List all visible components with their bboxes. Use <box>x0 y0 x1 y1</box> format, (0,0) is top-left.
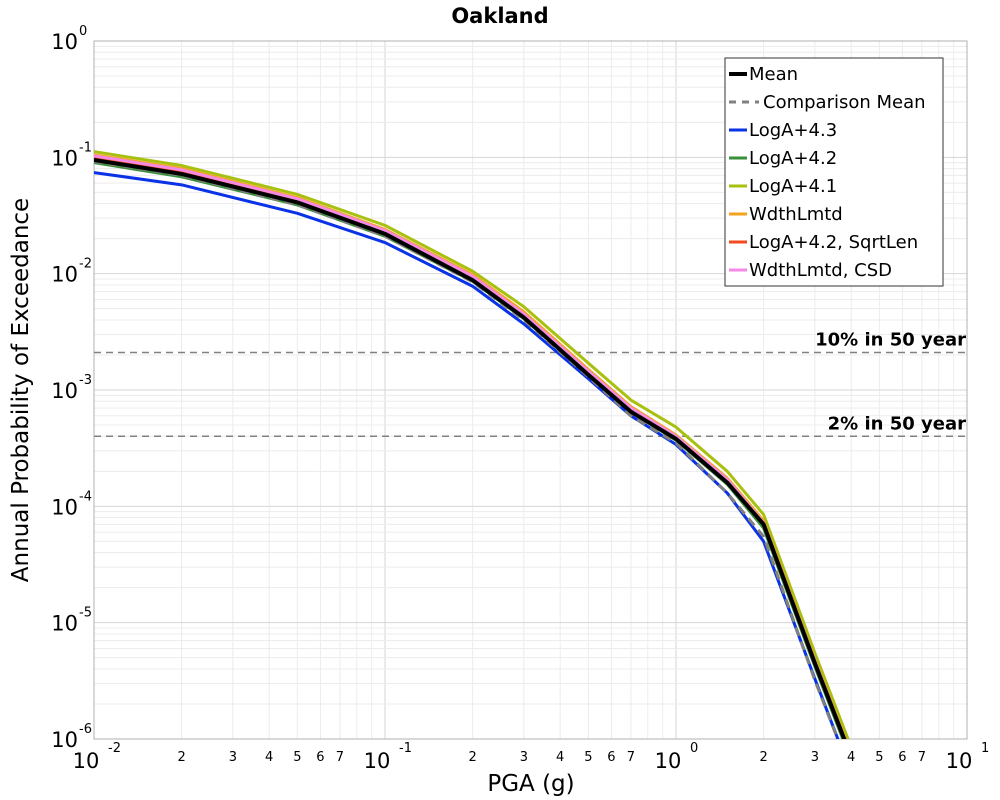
x-axis-label: PGA (g) <box>487 771 574 797</box>
reference-lines: 10% in 50 year 2% in 50 year <box>94 330 967 438</box>
legend: Mean Comparison Mean LogA+4.3 LogA+4.2 LogA+… <box>724 57 944 287</box>
y-tick-exponent: -4 <box>79 489 92 504</box>
y-axis-label: Annual Probability of Exceedance <box>8 198 34 582</box>
reference-line-label: 10% in 50 year <box>815 330 966 351</box>
y-tick-label: 10 <box>51 263 78 287</box>
y-tick-exponent: -5 <box>79 606 92 621</box>
legend-item-label: Mean <box>749 64 798 85</box>
x-minor-tick-label: 7 <box>336 750 344 765</box>
x-minor-tick-label: 6 <box>607 750 615 765</box>
x-minor-tick-label: 2 <box>759 750 767 765</box>
x-tick-exponent: -2 <box>108 741 121 756</box>
reference-line-label: 2% in 50 year <box>828 413 966 434</box>
x-minor-tick-label: 3 <box>811 750 819 765</box>
x-minor-tick-label: 3 <box>229 750 237 765</box>
x-minor-tick-label: 7 <box>918 750 926 765</box>
legend-box <box>724 57 944 287</box>
y-tick-exponent: 0 <box>79 24 87 39</box>
y-tick-label: 10 <box>51 379 78 403</box>
x-tick-exponent: 1 <box>981 741 989 756</box>
x-tick-label: 10 <box>946 749 973 773</box>
series-line-loga-4-1 <box>94 150 850 739</box>
legend-item-label: Comparison Mean <box>763 92 926 113</box>
x-minor-tick-label: 5 <box>293 750 301 765</box>
series-line-comparison-mean <box>94 160 840 739</box>
y-tick-label: 10 <box>51 146 78 170</box>
legend-item-label: LogA+4.3 <box>749 120 837 141</box>
y-tick-exponent: -2 <box>79 257 92 272</box>
x-minor-tick-label: 4 <box>556 750 564 765</box>
legend-item-label: WdthLmtd, CSD <box>749 260 892 281</box>
series-lines <box>94 150 850 739</box>
y-tick-exponent: -3 <box>79 373 92 388</box>
x-minor-tick-label: 7 <box>627 750 635 765</box>
x-tick-label: 10 <box>73 749 100 773</box>
y-tick-exponent: -6 <box>79 722 92 737</box>
x-minor-tick-label: 2 <box>177 750 185 765</box>
x-tick-exponent: 0 <box>690 741 698 756</box>
y-tick-label: 10 <box>51 495 78 519</box>
x-minor-tick-label: 5 <box>584 750 592 765</box>
x-tick-label: 10 <box>364 749 391 773</box>
y-tick-label: 10 <box>51 728 78 752</box>
x-tick-label: 10 <box>655 749 682 773</box>
x-minor-tick-label: 5 <box>875 750 883 765</box>
x-minor-tick-label: 6 <box>898 750 906 765</box>
y-tick-label: 10 <box>51 30 78 54</box>
x-minor-tick-label: 3 <box>520 750 528 765</box>
grid-lines <box>93 41 967 740</box>
y-tick-exponent: -1 <box>79 140 92 155</box>
y-tick-label: 10 <box>51 612 78 636</box>
series-line-mean <box>94 157 847 739</box>
x-minor-tick-label: 4 <box>847 750 855 765</box>
legend-item-label: LogA+4.1 <box>749 176 837 197</box>
chart-title: Oakland <box>451 4 548 28</box>
plot-frame <box>93 40 968 740</box>
legend-item-label: WdthLmtd <box>749 204 843 225</box>
x-minor-tick-label: 4 <box>265 750 273 765</box>
x-tick-exponent: -1 <box>399 741 412 756</box>
x-minor-tick-label: 6 <box>316 750 324 765</box>
legend-item-label: LogA+4.2, SqrtLen <box>749 232 918 253</box>
series-line-loga-4-3 <box>94 171 840 739</box>
legend-item-label: LogA+4.2 <box>749 148 837 169</box>
x-minor-tick-label: 2 <box>468 750 476 765</box>
